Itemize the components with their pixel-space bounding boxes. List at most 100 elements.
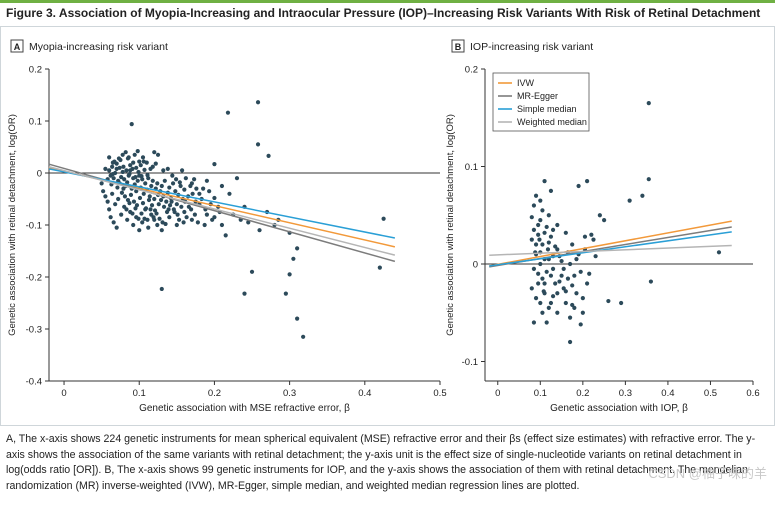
panel-b-data-point — [570, 283, 575, 288]
panel-b-data-point — [529, 237, 534, 242]
panel-a-data-point — [204, 178, 210, 183]
panel-b-data-point — [546, 240, 551, 245]
panel-a-data-point — [377, 265, 382, 270]
panel-b-data-point — [555, 291, 560, 296]
panel-b-data-point — [533, 193, 539, 198]
panel-b-data-point — [606, 298, 611, 304]
panel-b-data-point — [559, 258, 564, 264]
panel-b-data-point — [533, 242, 539, 247]
panel-b-letter-box — [451, 39, 465, 53]
panel-b-data-point — [572, 305, 577, 310]
panel-a-data-point — [124, 207, 129, 212]
panel-a-data-point — [183, 176, 188, 181]
panel-a-data-point — [107, 207, 112, 212]
panel-a-data-point — [155, 222, 160, 228]
panel-b-data-point — [570, 302, 575, 308]
panel-b-data-point — [542, 230, 547, 235]
panel-a-data-point — [119, 190, 125, 195]
panel-a-data-point — [155, 181, 160, 186]
panel-b-data-point — [540, 310, 545, 315]
panel-a-data-point — [189, 217, 194, 222]
panel-a-data-point — [119, 175, 124, 180]
panel-a-data-point — [127, 201, 132, 206]
panel-a-data-point — [103, 166, 108, 171]
panel-b-data-point — [716, 250, 722, 255]
panel-b-data-point — [553, 244, 558, 249]
panel-b-title: IOP-increasing risk variant — [470, 41, 593, 53]
panel-a-data-point — [111, 220, 116, 225]
panel-a-line-weighted-median — [48, 166, 396, 256]
panel-b-x-tick-label: 0.2 — [576, 388, 589, 399]
panel-b-line-ivw — [489, 220, 732, 267]
panel-b-data-point — [548, 188, 554, 193]
panel-a-data-point — [174, 202, 179, 207]
panel-b-data-point — [567, 261, 573, 267]
panel-a-data-point — [133, 206, 138, 211]
panel-b-data-point — [572, 273, 577, 278]
panel-b-letter: B — [455, 42, 462, 52]
panel-a-data-point — [170, 173, 175, 178]
panel-a-data-point — [116, 196, 121, 202]
panel-b-data-point — [593, 254, 598, 259]
panel-b-data-point — [555, 247, 560, 252]
panel-a-data-point — [126, 155, 131, 160]
panel-a-data-point — [242, 291, 247, 296]
panel-a-y-axis-label: Genetic association with retinal detachm… — [7, 114, 18, 336]
panel-a-data-point — [207, 189, 212, 194]
panel-a-data-point — [197, 191, 202, 196]
panel-b-data-point — [540, 208, 545, 213]
panel-b-legend-label-weighted-median: Weighted median — [517, 117, 587, 127]
panel-b-data-point — [640, 193, 645, 198]
panel-a-data-point — [153, 161, 158, 166]
panel-b-data-point — [531, 203, 537, 208]
panel-b-data-point — [555, 310, 560, 315]
panel-b-y-axis-label: Genetic association with retinal detachm… — [445, 114, 456, 336]
panel-b-data-point — [548, 273, 554, 278]
panel-b-legend-label-ivw: IVW — [517, 78, 535, 88]
panel-b-data-point — [570, 242, 575, 247]
brand-accent-bar — [0, 0, 775, 3]
panel-b-data-point — [563, 289, 568, 294]
panel-a-data-point — [158, 197, 164, 203]
panel-a-data-point — [132, 152, 137, 157]
panel-b-data-point — [536, 232, 541, 237]
panel-a-data-point — [120, 169, 125, 175]
panel-a-data-point — [170, 181, 176, 186]
panel-a-data-point — [130, 211, 135, 216]
panel-a-data-point — [174, 222, 179, 228]
panel-a-data-point — [128, 192, 134, 197]
panel-a-data-point — [182, 187, 187, 192]
panel-b-x-tick-label: 0.5 — [704, 388, 717, 399]
panel-a-data-point — [139, 211, 144, 216]
panel-b-data-point — [531, 266, 537, 271]
panel-b-data-point — [565, 276, 571, 281]
panel-a-data-point — [381, 216, 386, 221]
panel-b-data-point — [580, 296, 585, 301]
panel-a-data-point — [140, 155, 146, 160]
panel-a-data-point — [103, 194, 108, 199]
panel-a-data-point — [287, 272, 292, 277]
chart-canvas: A Myopia-increasing risk variant -0.4 -0.3 -… — [7, 39, 760, 414]
panel-a-data-point — [189, 207, 194, 212]
panel-a-data-point — [135, 149, 140, 154]
panel-a-data-point — [301, 334, 306, 339]
panel-a-data-point — [167, 203, 173, 208]
panel-b-data-point — [540, 242, 545, 247]
panel-a-data-point — [295, 316, 300, 321]
panel-a-data-point — [152, 208, 158, 213]
panel-b-data-point — [584, 281, 590, 286]
panel-b-x-tick-label: 0.4 — [661, 388, 674, 399]
panel-b-data-point — [541, 289, 546, 294]
panel-a-data-point — [112, 159, 117, 164]
panel-a-data-point — [125, 197, 131, 203]
panel-a-data-point — [159, 286, 164, 292]
panel-a-data-point — [188, 183, 193, 189]
panel-a-data-point — [115, 185, 120, 190]
panel-b-data-point — [555, 222, 560, 228]
panel-a-data-point — [190, 191, 195, 196]
panel-b-data-point — [548, 234, 554, 239]
panel-a-data-point — [130, 166, 135, 171]
panel-a-data-point — [145, 217, 150, 222]
panel-a-data-point — [140, 201, 146, 206]
panel-a-data-point — [141, 159, 146, 164]
